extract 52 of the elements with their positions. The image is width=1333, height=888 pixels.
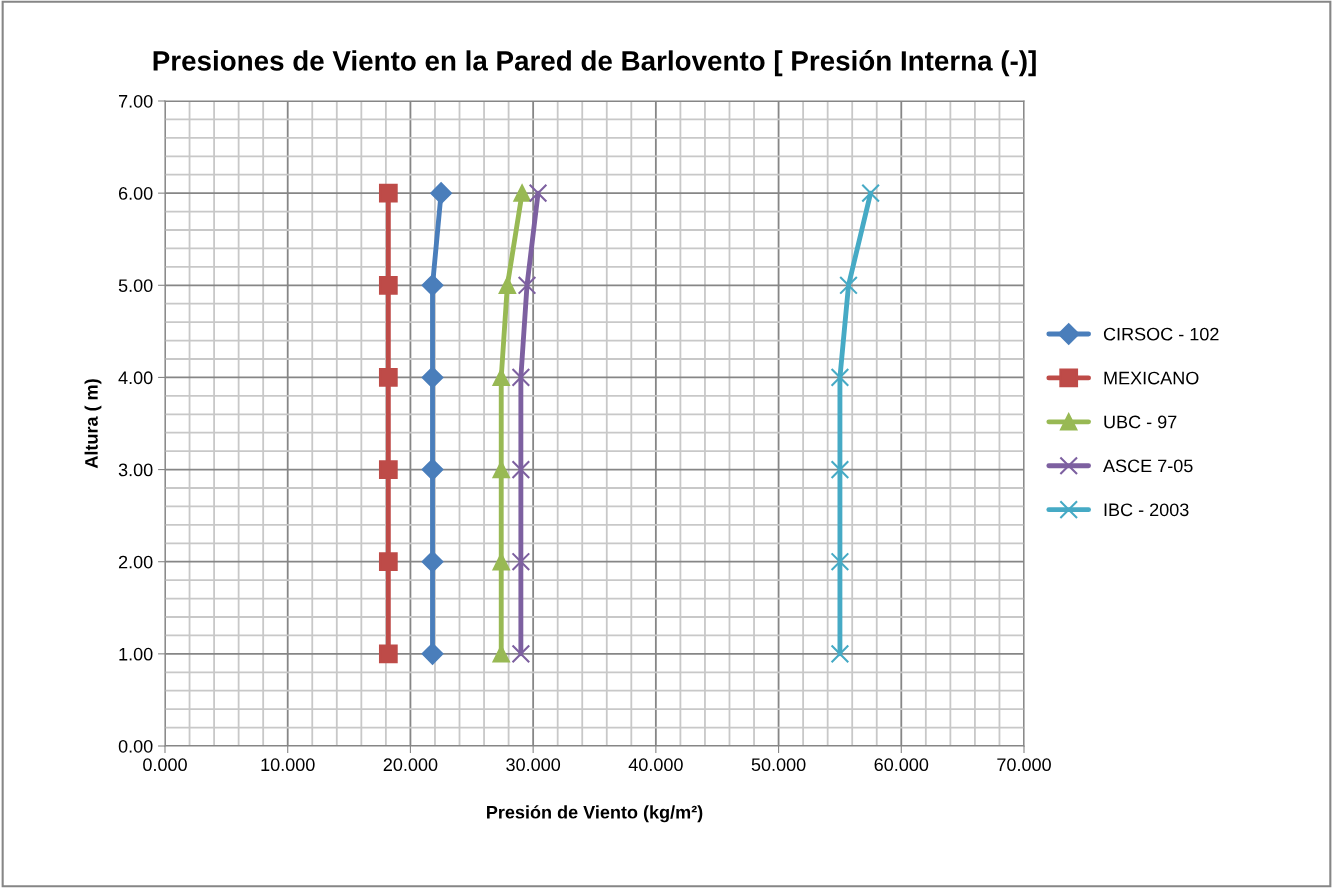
point: [511, 460, 531, 479]
legend-label: ASCE 7-05: [1103, 459, 1193, 473]
point: [421, 366, 444, 389]
point: [378, 460, 398, 479]
point: [839, 275, 858, 295]
point: [511, 552, 531, 572]
x-tick-label: 40.000: [628, 758, 683, 772]
x-tick-label: 30.000: [506, 758, 561, 772]
point: [378, 275, 398, 295]
point: [421, 458, 444, 481]
legend-label: CIRSOC - 102: [1103, 327, 1219, 341]
point: [830, 368, 850, 387]
point: [830, 644, 850, 664]
y-tick-label: 7.00: [118, 94, 153, 108]
point: [861, 183, 880, 203]
x-tick-label: 60.000: [874, 758, 929, 772]
y-tick-label: 3.00: [118, 463, 153, 477]
chart-title: Presiones de Viento en la Pared de Barlovento [ Presión Interna (-)]: [153, 50, 1036, 77]
legend-label: UBC - 97: [1104, 415, 1177, 429]
y-tick-label: 5.00: [118, 279, 153, 293]
point: [517, 275, 537, 295]
point: [421, 274, 444, 297]
point: [378, 552, 398, 572]
y-tick-label: 0.00: [118, 739, 153, 753]
point: [511, 368, 531, 387]
point: [511, 644, 531, 664]
point: [421, 643, 444, 665]
legend-label: IBC - 2003: [1104, 503, 1189, 517]
x-tick-label: 20.000: [383, 758, 438, 772]
point: [421, 550, 444, 573]
point: [528, 183, 548, 203]
x-tick-label: 10.000: [261, 758, 315, 772]
point: [830, 460, 850, 479]
point: [430, 182, 452, 204]
legend-label: MEXICANO: [1104, 371, 1199, 385]
x-axis-title: Presión de Viento (kg/m²): [487, 805, 703, 823]
x-tick-label: 0.000: [143, 758, 187, 772]
x-tick-label: 70.000: [997, 758, 1051, 772]
y-tick-label: 6.00: [118, 187, 153, 200]
point: [498, 276, 517, 294]
y-axis-title: Altura ( m): [84, 379, 102, 469]
point: [378, 183, 398, 203]
point: [830, 552, 850, 572]
point: [378, 644, 398, 664]
point: [492, 368, 510, 387]
point: [492, 553, 510, 571]
point: [513, 184, 531, 202]
x-tick-label: 50.000: [751, 758, 806, 772]
y-tick-label: 1.00: [119, 647, 153, 661]
point: [378, 368, 398, 387]
y-tick-label: 2.00: [118, 555, 153, 569]
y-tick-label: 4.00: [118, 371, 153, 385]
